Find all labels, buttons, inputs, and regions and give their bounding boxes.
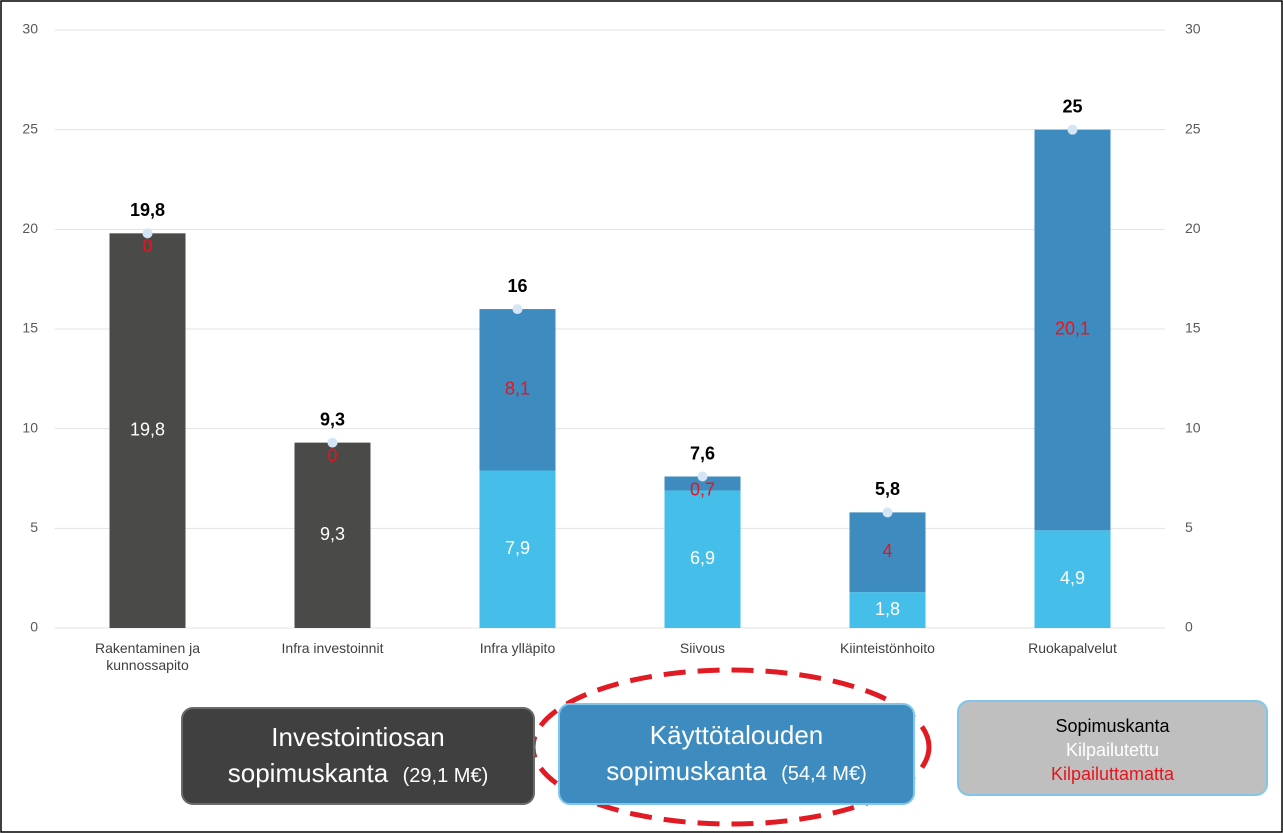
- y2-tick-label: 0: [1185, 619, 1193, 635]
- bar-segment: [294, 442, 371, 628]
- annotation-text: sopimuskanta: [606, 756, 767, 786]
- total-marker: [327, 437, 338, 448]
- annotation-line: sopimuskanta (29,1 M€): [183, 755, 533, 794]
- legend-entry: Sopimuskanta: [1055, 716, 1170, 736]
- annotation-note: (29,1 M€): [402, 765, 489, 787]
- y2-tick-label: 30: [1185, 21, 1201, 37]
- bar-segment: [849, 512, 926, 593]
- y2-tick-label: 10: [1185, 419, 1201, 435]
- x-tick-label: Rakentaminen ja kunnossapito: [94, 640, 201, 673]
- bar-segment: [479, 470, 556, 628]
- bar-segment: [664, 476, 741, 491]
- y2-tick-label: 25: [1185, 120, 1201, 136]
- y-tick-label: 15: [22, 320, 38, 336]
- total-label: 25: [1062, 96, 1082, 116]
- legend-entry: Kilpailuttamatta: [1050, 764, 1175, 784]
- x-tick-label: Ruokapalvelut: [1028, 640, 1117, 656]
- y-tick-label: 25: [22, 120, 38, 136]
- bar-segment: [479, 309, 556, 471]
- x-tick-label: Infra investoinnit: [281, 640, 384, 656]
- legend-entry: Kilpailutettu: [1065, 740, 1160, 760]
- legend: Sopimuskanta Kilpailutettu Kilpailuttamatt…: [957, 700, 1268, 796]
- annotation-box: Investointiosan sopimuskanta (29,1 M€): [181, 707, 535, 805]
- total-label: 19,8: [130, 200, 165, 220]
- bar-segment: [1034, 129, 1111, 531]
- total-marker: [882, 507, 893, 518]
- y-tick-label: 0: [30, 619, 38, 635]
- bar-segment: [1034, 530, 1111, 628]
- value-label: 6,9: [690, 548, 715, 568]
- y2-tick-label: 20: [1185, 220, 1201, 236]
- value-label: 9,3: [320, 524, 345, 544]
- y-tick-label: 20: [22, 220, 38, 236]
- x-tick-label: Siivous: [679, 640, 726, 656]
- bar-segment: [109, 233, 186, 628]
- value-label: 0: [142, 236, 152, 256]
- total-label: 5,8: [875, 479, 900, 499]
- bar-segment: [849, 592, 926, 628]
- total-label: 7,6: [690, 443, 715, 463]
- annotation-line: Investointiosan: [271, 722, 445, 752]
- value-label: 20,1: [1055, 319, 1090, 339]
- y-tick-label: 5: [30, 519, 38, 535]
- value-label: 4,9: [1060, 568, 1085, 588]
- value-label: 0,7: [690, 479, 715, 499]
- total-label: 9,3: [320, 409, 345, 429]
- total-marker: [142, 228, 153, 239]
- x-tick-label: Kiinteistönhoito: [840, 640, 935, 656]
- value-label: 1,8: [875, 599, 900, 619]
- total-marker: [1067, 124, 1078, 135]
- total-marker: [697, 471, 708, 482]
- annotation-line: sopimuskanta (54,4 M€): [560, 753, 913, 792]
- annotation-box: Käyttötalouden sopimuskanta (54,4 M€): [558, 703, 915, 805]
- y2-tick-label: 5: [1185, 519, 1193, 535]
- x-tick-label: Infra ylläpito: [479, 640, 556, 656]
- y2-tick-label: 15: [1185, 320, 1201, 336]
- value-label: 7,9: [505, 538, 530, 558]
- annotation-note: (54,4 M€): [781, 763, 867, 785]
- annotation-line: Käyttötalouden: [649, 720, 824, 750]
- y-tick-label: 10: [22, 419, 38, 435]
- bar-segment: [664, 490, 741, 628]
- value-label: 19,8: [130, 419, 165, 439]
- value-label: 8,1: [505, 379, 530, 399]
- value-label: 0: [327, 445, 337, 465]
- total-label: 16: [507, 276, 527, 296]
- value-label: 4: [882, 541, 892, 561]
- y-tick-label: 30: [22, 21, 38, 37]
- total-marker: [512, 304, 523, 315]
- annotation-text: sopimuskanta: [227, 758, 389, 788]
